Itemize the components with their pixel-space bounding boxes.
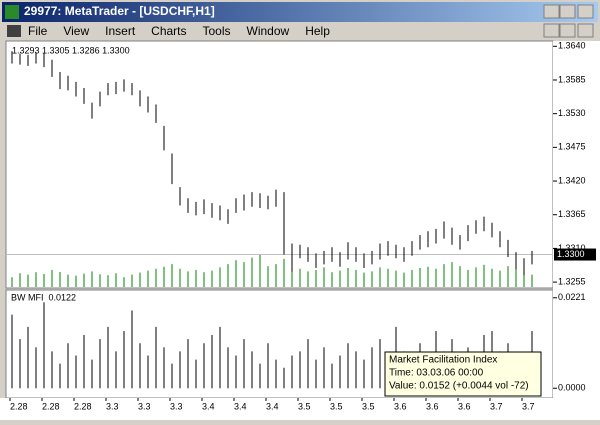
app-icon <box>5 5 19 19</box>
x-tick-label: 3.3 <box>106 401 119 411</box>
y-tick-label: 1.3365 <box>558 209 586 219</box>
x-tick-label: 2.28 <box>42 401 60 411</box>
menu-bar: File View Insert Charts Tools Window Help <box>28 24 330 38</box>
x-tick-label: 3.5 <box>362 401 375 411</box>
x-tick-label: 3.6 <box>394 401 407 411</box>
price-box-label: 1.3300 <box>557 249 585 259</box>
x-tick-label: 3.4 <box>234 401 247 411</box>
indicator-value: 0.0122 <box>49 292 77 302</box>
x-tick-label: 3.5 <box>298 401 311 411</box>
y-tick-label: 1.3530 <box>558 108 586 118</box>
x-tick-label: 3.3 <box>138 401 151 411</box>
tooltip-line: Market Facilitation Index <box>389 355 497 366</box>
x-tick-label: 3.3 <box>170 401 183 411</box>
indicator-title: BW MFI <box>11 292 44 302</box>
menu-item[interactable]: File <box>28 24 48 38</box>
x-tick-label: 3.4 <box>266 401 279 411</box>
x-tick-label: 2.28 <box>74 401 92 411</box>
y-tick-label: 1.3585 <box>558 74 586 84</box>
minimize-button[interactable] <box>543 4 560 19</box>
menu-item[interactable]: Window <box>247 24 290 38</box>
x-tick-label: 3.6 <box>426 401 439 411</box>
menu-item[interactable]: Help <box>305 24 330 38</box>
ohlc-header: 1.3293 1.3305 1.3286 1.3300 <box>12 45 130 55</box>
menu-item[interactable]: View <box>63 24 89 38</box>
child-minimize[interactable] <box>543 23 560 38</box>
x-tick-label: 3.7 <box>522 401 535 411</box>
menu-item[interactable]: Charts <box>151 24 186 38</box>
window-title: 29977: MetaTrader - [USDCHF,H1] <box>24 4 215 18</box>
child-restore[interactable] <box>559 23 576 38</box>
y-tick-label: 1.3475 <box>558 142 586 152</box>
x-tick-label: 3.6 <box>458 401 471 411</box>
price-box <box>554 248 596 261</box>
y-tick-label: 0.0000 <box>558 383 586 393</box>
tooltip-line: Value: 0.0152 (+0.0044 vol -72) <box>389 381 529 392</box>
x-tick-label: 3.5 <box>330 401 343 411</box>
price-axis <box>553 41 600 398</box>
y-tick-label: 1.3255 <box>558 276 586 286</box>
menu-item[interactable]: Insert <box>105 24 136 38</box>
time-axis <box>0 398 600 420</box>
close-button[interactable] <box>577 4 594 19</box>
title-bar <box>2 2 598 22</box>
y-tick-label: 1.3420 <box>558 175 586 185</box>
x-tick-label: 3.4 <box>202 401 215 411</box>
child-icon <box>7 25 21 37</box>
child-close[interactable] <box>577 23 594 38</box>
tooltip <box>384 351 542 397</box>
main-pane <box>5 40 554 289</box>
maximize-button[interactable] <box>559 4 576 19</box>
y-tick-label: 1.3310 <box>558 243 586 253</box>
y-tick-label: 1.3640 <box>558 41 586 51</box>
x-tick-label: 2.28 <box>10 401 28 411</box>
y-tick-label: 0.0221 <box>558 292 586 302</box>
x-tick-label: 3.7 <box>490 401 503 411</box>
tooltip-line: Time: 03.03.06 00:00 <box>389 368 484 379</box>
title-buttons <box>543 4 594 38</box>
menu-item[interactable]: Tools <box>203 24 231 38</box>
